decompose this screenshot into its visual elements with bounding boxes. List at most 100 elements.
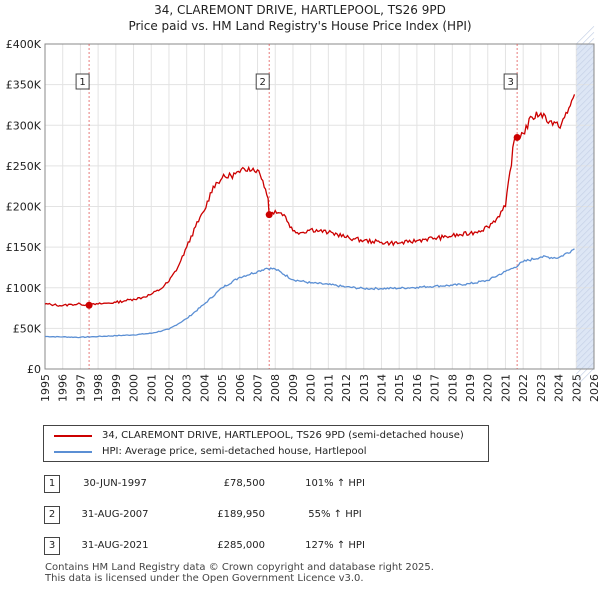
x-tick-label: 2018 <box>446 374 459 402</box>
x-tick-label: 2008 <box>269 374 282 402</box>
chart-title: 34, CLAREMONT DRIVE, HARTLEPOOL, TS26 9P… <box>154 3 446 17</box>
forecast-hatch <box>576 134 595 153</box>
x-tick-label: 1996 <box>57 374 70 402</box>
forecast-hatch <box>576 338 595 357</box>
x-tick-label: 1999 <box>110 374 123 402</box>
x-tick-label: 2017 <box>429 374 442 402</box>
forecast-hatch <box>576 356 595 375</box>
y-tick-label: £400K <box>6 38 42 51</box>
forecast-hatch <box>576 296 595 315</box>
sale-price: £285,000 <box>217 540 265 551</box>
sale-marker-box: 1 <box>44 475 60 493</box>
forecast-hatch <box>576 236 595 255</box>
x-tick-label: 2009 <box>287 374 300 402</box>
sale-marker-box: 3 <box>44 537 60 555</box>
legend-label-property: 34, CLAREMONT DRIVE, HARTLEPOOL, TS26 9P… <box>102 430 464 441</box>
forecast-hatch <box>576 272 595 291</box>
forecast-hatch <box>576 110 595 129</box>
forecast-hatch <box>576 206 595 225</box>
forecast-hatch <box>576 308 595 327</box>
forecast-hatch <box>576 92 595 111</box>
forecast-hatch <box>576 128 595 147</box>
forecast-hatch <box>576 44 595 63</box>
forecast-hatch <box>576 188 595 207</box>
x-tick-label: 1998 <box>92 374 105 402</box>
sale-marker-box: 2 <box>44 506 60 524</box>
y-tick-label: £350K <box>6 79 42 92</box>
x-tick-label: 2005 <box>216 374 229 402</box>
y-tick-label: £50K <box>13 322 42 335</box>
forecast-hatch <box>576 116 595 135</box>
forecast-hatch <box>576 254 595 273</box>
x-tick-label: 2023 <box>535 374 548 402</box>
x-tick-label: 2006 <box>234 374 247 402</box>
legend-swatch-property <box>54 435 92 437</box>
sale-date: 31-AUG-2021 <box>81 540 149 551</box>
forecast-hatch <box>576 230 595 249</box>
forecast-hatch <box>576 242 595 261</box>
forecast-hatch <box>576 170 595 189</box>
x-tick-label: 2012 <box>340 374 353 402</box>
sale-row: 3 31-AUG-2021 £285,000 127% ↑ HPI <box>0 537 600 555</box>
forecast-hatch <box>576 212 595 231</box>
forecast-hatch <box>576 284 595 303</box>
x-tick-label: 2013 <box>358 374 371 402</box>
x-tick-label: 2015 <box>393 374 406 402</box>
sale-label-text: 3 <box>507 77 513 88</box>
sale-date: 31-AUG-2007 <box>81 509 149 520</box>
sale-hpi-change: 101% ↑ HPI <box>305 478 365 489</box>
forecast-hatch <box>576 326 595 345</box>
x-tick-label: 2011 <box>322 374 335 402</box>
forecast-hatch <box>576 50 595 69</box>
forecast-hatch <box>576 68 595 87</box>
forecast-hatch <box>576 290 595 309</box>
y-tick-label: £300K <box>6 119 42 132</box>
sale-label-box <box>75 73 90 90</box>
forecast-hatch <box>576 332 595 351</box>
forecast-hatch <box>576 362 595 381</box>
x-tick-label: 2010 <box>305 374 318 402</box>
x-tick-label: 2026 <box>588 374 600 402</box>
x-tick-label: 2004 <box>198 374 211 402</box>
x-tick-label: 2025 <box>570 374 583 402</box>
y-tick-label: £200K <box>6 201 42 214</box>
sale-label-box <box>503 73 518 90</box>
legend-swatch-hpi <box>54 451 92 453</box>
forecast-hatch <box>576 266 595 285</box>
y-tick-label: £150K <box>6 241 42 254</box>
sale-row: 2 31-AUG-2007 £189,950 55% ↑ HPI <box>0 506 600 524</box>
sale-hpi-change: 127% ↑ HPI <box>305 540 365 551</box>
forecast-hatch <box>576 146 595 165</box>
sale-row: 1 30-JUN-1997 £78,500 101% ↑ HPI <box>0 475 600 493</box>
x-tick-label: 2007 <box>252 374 265 402</box>
x-tick-label: 2024 <box>553 374 566 402</box>
property-price-line <box>44 94 576 307</box>
forecast-hatch <box>576 140 595 159</box>
forecast-hatch <box>576 56 595 75</box>
forecast-hatch <box>576 302 595 321</box>
forecast-hatch <box>576 32 595 51</box>
forecast-hatch <box>576 350 595 369</box>
x-tick-label: 1997 <box>74 374 87 402</box>
forecast-hatch <box>576 164 595 183</box>
legend-label-hpi: HPI: Average price, semi-detached house,… <box>102 446 367 457</box>
x-tick-label: 2001 <box>145 374 158 402</box>
forecast-hatch <box>576 260 595 279</box>
sale-price: £189,950 <box>217 509 265 520</box>
x-tick-label: 2016 <box>411 374 424 402</box>
forecast-hatch <box>576 200 595 219</box>
sale-point <box>85 301 93 309</box>
forecast-hatch <box>576 320 595 339</box>
x-tick-label: 2000 <box>128 374 141 402</box>
forecast-hatch <box>576 248 595 267</box>
chart-legend: 34, CLAREMONT DRIVE, HARTLEPOOL, TS26 9P… <box>43 425 489 462</box>
forecast-hatch <box>576 38 595 57</box>
forecast-hatch <box>576 194 595 213</box>
x-tick-label: 1995 <box>39 374 52 402</box>
chart-subtitle: Price paid vs. HM Land Registry's House … <box>128 19 472 33</box>
forecast-hatch <box>576 218 595 237</box>
price-chart: £0 £50K £100K £150K £200K £250K £300K £350K £400… <box>6 26 600 402</box>
forecast-hatch <box>576 122 595 141</box>
sale-label-text: 2 <box>260 77 266 88</box>
sale-point <box>265 211 273 219</box>
